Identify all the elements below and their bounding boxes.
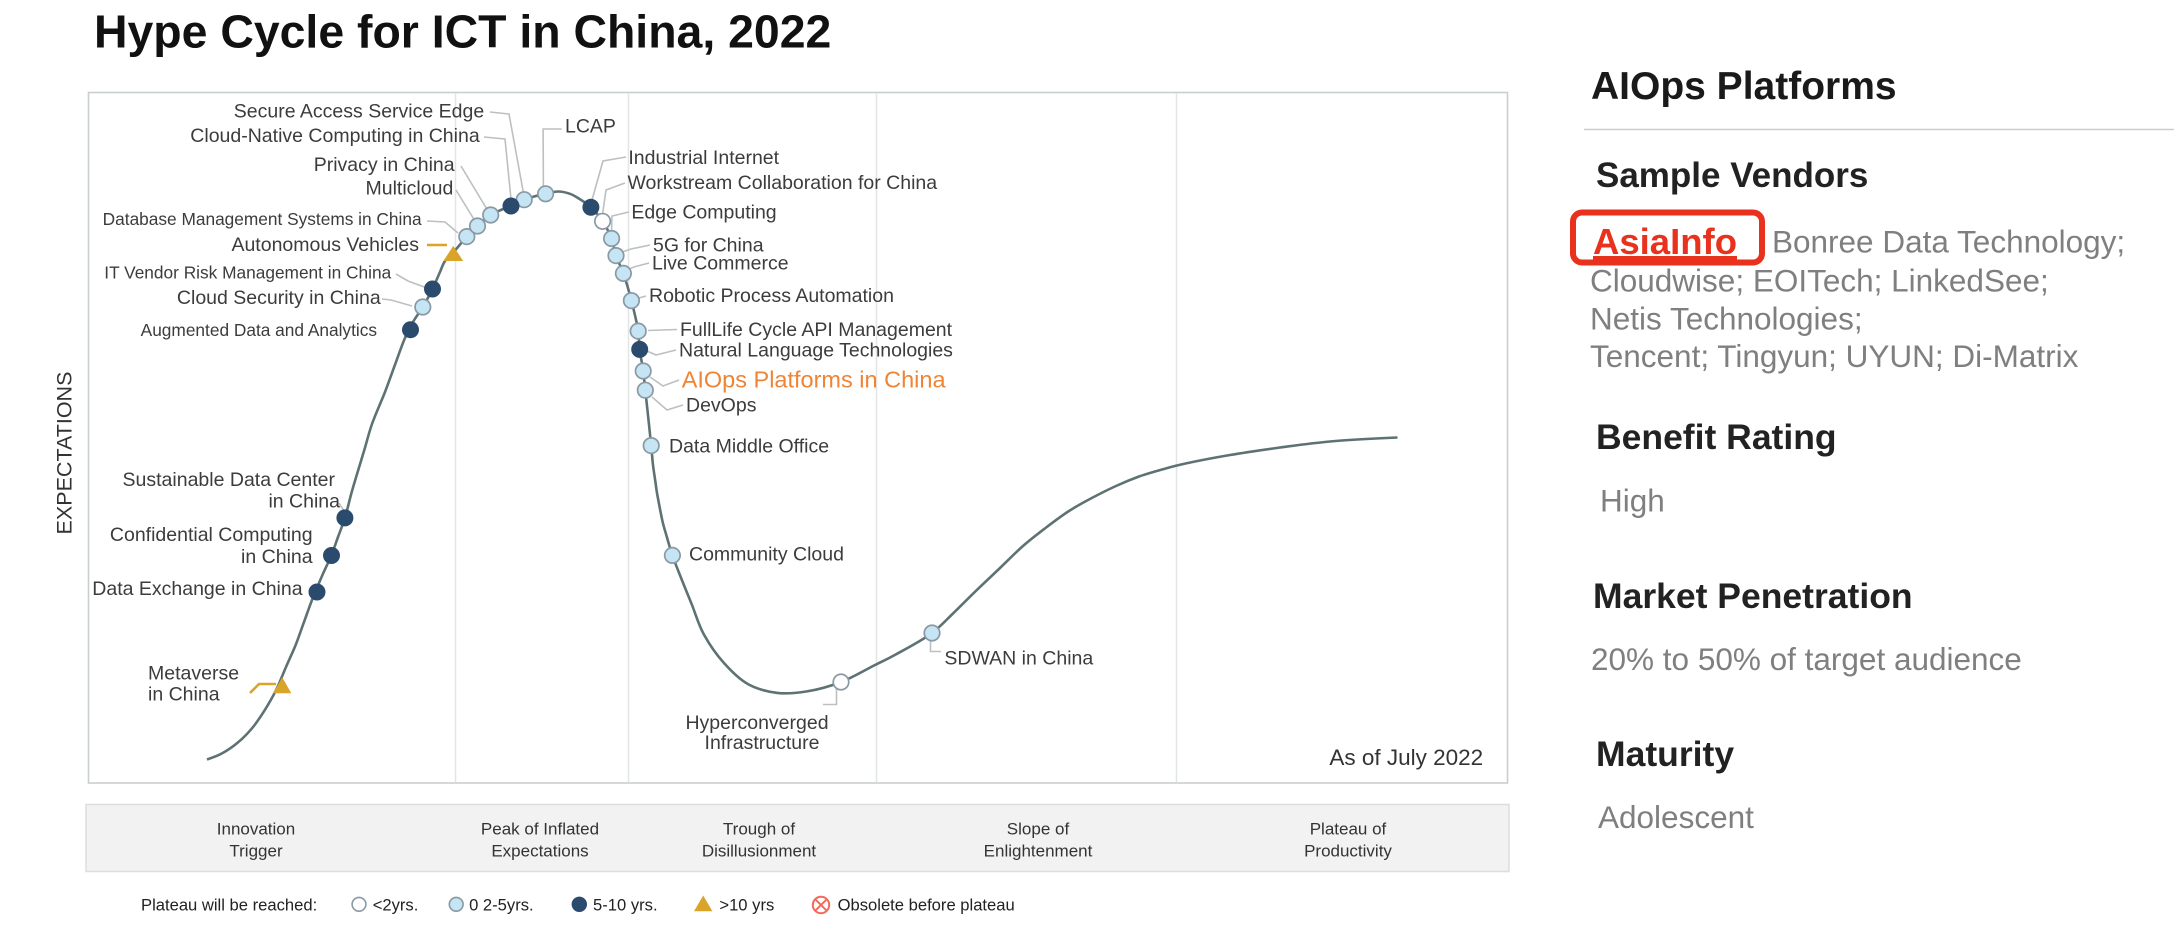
svg-text:Community Cloud: Community Cloud bbox=[689, 544, 844, 566]
svg-text:Netis Technologies;: Netis Technologies; bbox=[1590, 301, 1863, 337]
svg-text:Augmented Data and Analytics: Augmented Data and Analytics bbox=[141, 320, 378, 340]
svg-text:Workstream Collaboration for C: Workstream Collaboration for China bbox=[628, 172, 938, 194]
svg-text:Maturity: Maturity bbox=[1596, 734, 1734, 774]
svg-text:Obsolete before plateau: Obsolete before plateau bbox=[838, 895, 1015, 914]
svg-text:AIOps Platforms in China: AIOps Platforms in China bbox=[682, 367, 947, 393]
svg-text:Cloudwise; EOITech; LinkedSee;: Cloudwise; EOITech; LinkedSee; bbox=[1590, 263, 2049, 299]
svg-text:DevOps: DevOps bbox=[686, 394, 757, 416]
svg-text:0 2-5yrs.: 0 2-5yrs. bbox=[469, 895, 534, 914]
svg-text:Tencent; Tingyun; UYUN; Di-Mat: Tencent; Tingyun; UYUN; Di-Matrix bbox=[1590, 338, 2079, 374]
svg-text:Plateau of: Plateau of bbox=[1310, 819, 1387, 838]
svg-text:Privacy in China: Privacy in China bbox=[314, 154, 455, 176]
svg-text:Trough of: Trough of bbox=[723, 819, 795, 838]
svg-text:Benefit Rating: Benefit Rating bbox=[1596, 417, 1837, 457]
svg-text:Industrial Internet: Industrial Internet bbox=[628, 147, 779, 169]
svg-text:Productivity: Productivity bbox=[1304, 841, 1392, 860]
svg-text:Robotic Process Automation: Robotic Process Automation bbox=[649, 285, 894, 307]
svg-text:LCAP: LCAP bbox=[565, 116, 616, 138]
svg-text:Live Commerce: Live Commerce bbox=[652, 252, 789, 274]
svg-text:IT Vendor Risk Management in C: IT Vendor Risk Management in China bbox=[104, 262, 391, 282]
svg-text:Slope of: Slope of bbox=[1007, 819, 1070, 838]
svg-text:Plateau will be reached:: Plateau will be reached: bbox=[141, 895, 317, 914]
svg-text:Metaverse: Metaverse bbox=[148, 663, 239, 685]
svg-text:Confidential Computing: Confidential Computing bbox=[110, 524, 313, 546]
svg-text:Trigger: Trigger bbox=[229, 841, 283, 860]
svg-text:5-10 yrs.: 5-10 yrs. bbox=[593, 895, 658, 914]
svg-text:Peak of Inflated: Peak of Inflated bbox=[481, 819, 599, 838]
svg-text:Data Exchange in China: Data Exchange in China bbox=[92, 578, 302, 600]
svg-text:Cloud Security in China: Cloud Security in China bbox=[177, 287, 381, 309]
svg-text:Cloud-Native Computing in Chin: Cloud-Native Computing in China bbox=[190, 125, 480, 147]
svg-text:Hyperconverged: Hyperconverged bbox=[685, 712, 828, 734]
svg-text:Expectations: Expectations bbox=[491, 841, 588, 860]
svg-text:EXPECTATIONS: EXPECTATIONS bbox=[53, 372, 77, 535]
svg-text:SDWAN in China: SDWAN in China bbox=[944, 648, 1093, 670]
svg-text:Infrastructure: Infrastructure bbox=[705, 732, 820, 754]
svg-text:20% to 50% of target audience: 20% to 50% of target audience bbox=[1591, 641, 2022, 677]
svg-text:Bonree Data Technology;: Bonree Data Technology; bbox=[1772, 224, 2125, 260]
svg-text:Sustainable Data Center: Sustainable Data Center bbox=[123, 469, 336, 491]
svg-text:Multicloud: Multicloud bbox=[366, 178, 454, 200]
svg-text:FullLife Cycle API Management: FullLife Cycle API Management bbox=[680, 319, 953, 341]
svg-text:Innovation: Innovation bbox=[217, 819, 295, 838]
svg-text:Autonomous Vehicles: Autonomous Vehicles bbox=[231, 234, 419, 256]
svg-text:Disillusionment: Disillusionment bbox=[702, 841, 817, 860]
svg-text:5G for China: 5G for China bbox=[653, 235, 764, 257]
svg-text:AsiaInfo: AsiaInfo bbox=[1593, 221, 1737, 262]
svg-text:Data Middle Office: Data Middle Office bbox=[669, 435, 829, 457]
svg-text:Natural Language Technologies: Natural Language Technologies bbox=[679, 340, 953, 362]
svg-text:Enlightenment: Enlightenment bbox=[984, 841, 1093, 860]
svg-text:<2yrs.: <2yrs. bbox=[373, 895, 419, 914]
svg-text:in China: in China bbox=[148, 683, 220, 705]
svg-text:Edge Computing: Edge Computing bbox=[631, 202, 776, 224]
svg-text:Market Penetration: Market Penetration bbox=[1593, 576, 1913, 616]
svg-text:AIOps Platforms: AIOps Platforms bbox=[1591, 65, 1897, 108]
svg-text:Adolescent: Adolescent bbox=[1598, 799, 1754, 835]
svg-text:High: High bbox=[1600, 483, 1665, 519]
svg-text:Secure Access Service Edge: Secure Access Service Edge bbox=[234, 101, 484, 123]
svg-text:As of July 2022: As of July 2022 bbox=[1329, 745, 1483, 770]
svg-text:in China: in China bbox=[241, 546, 313, 568]
svg-text:Database Management Systems in: Database Management Systems in China bbox=[103, 209, 422, 229]
svg-text:>10 yrs: >10 yrs bbox=[719, 895, 774, 914]
svg-text:in China: in China bbox=[268, 491, 340, 513]
svg-text:Sample Vendors: Sample Vendors bbox=[1596, 156, 1868, 195]
svg-text:Hype Cycle for ICT in China, 2: Hype Cycle for ICT in China, 2022 bbox=[94, 6, 831, 58]
